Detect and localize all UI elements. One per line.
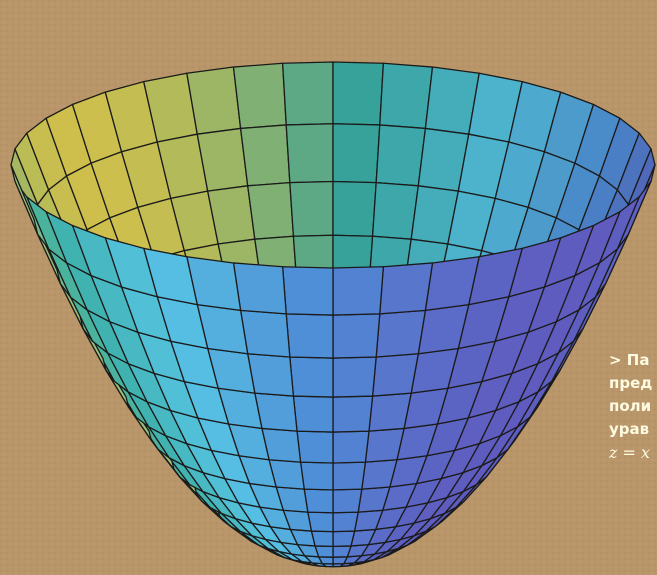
outer-mesh-cell	[303, 488, 334, 514]
caption: > Па пред поли урав z = x	[609, 349, 657, 464]
inner-mesh-cell	[375, 124, 427, 187]
outer-mesh-cell	[379, 262, 434, 315]
inner-mesh-cell	[232, 62, 287, 130]
outer-mesh-cell	[368, 392, 412, 432]
outer-mesh-cell	[332, 530, 356, 548]
outer-mesh-cell	[281, 266, 334, 316]
outer-mesh-cell	[371, 353, 419, 397]
inner-mesh-cell	[281, 61, 334, 126]
outer-mesh-cell	[332, 461, 367, 491]
outer-mesh-cell	[296, 430, 334, 464]
inner-mesh-cell	[379, 62, 434, 130]
outer-mesh-cell	[375, 309, 427, 358]
outer-mesh-cell	[332, 545, 352, 558]
outer-mesh-cell	[332, 395, 374, 433]
outer-mesh-cell	[299, 461, 334, 491]
outer-mesh-cell	[285, 313, 334, 359]
outer-mesh-cell	[332, 313, 381, 359]
outer-mesh-cell	[289, 356, 334, 398]
caption-formula: z = x	[609, 443, 651, 462]
outer-mesh-cell	[292, 395, 334, 433]
inner-mesh-cell	[186, 66, 242, 135]
outer-mesh-cell	[239, 309, 291, 358]
caption-line-2: пред	[609, 374, 653, 392]
inner-mesh-cell	[332, 61, 385, 126]
inner-mesh-cell	[239, 124, 291, 187]
outer-mesh-cell	[332, 356, 377, 398]
outer-mesh-cell	[332, 488, 363, 514]
inner-mesh-cell	[247, 181, 295, 240]
inner-mesh-cell	[371, 181, 419, 240]
outer-mesh-cell	[332, 430, 370, 464]
outer-mesh-cell	[332, 511, 359, 533]
outer-mesh-cell	[232, 262, 287, 315]
paraboloid-outer-surface	[10, 164, 656, 568]
inner-mesh-cell	[332, 180, 377, 237]
caption-line-1: > Па	[609, 351, 650, 369]
inner-mesh-cell	[289, 180, 334, 237]
outer-mesh-cell	[332, 266, 385, 316]
caption-line-3: поли	[609, 397, 652, 415]
inner-mesh-cell	[285, 123, 334, 184]
outer-mesh-cell	[10, 164, 39, 236]
inner-mesh-cell	[332, 123, 381, 184]
caption-line-4: урав	[609, 420, 650, 438]
